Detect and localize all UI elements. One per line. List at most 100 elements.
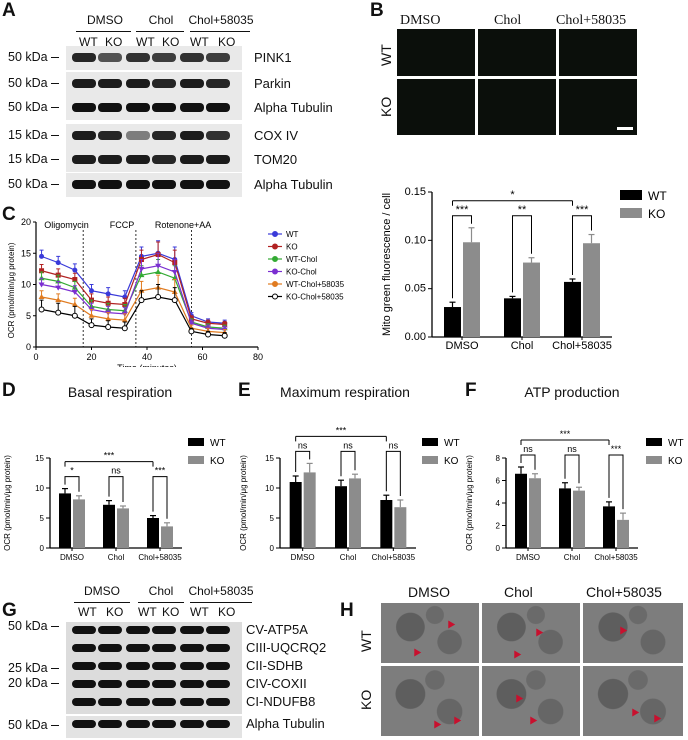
fluorescence-image-ko-dmso (396, 78, 476, 136)
annotation-oligomycin: Oligomycin (44, 220, 89, 230)
blot-band (126, 644, 150, 652)
protein-label: TOM20 (254, 152, 298, 167)
bar-wt-dmso (444, 307, 461, 337)
data-point (205, 320, 211, 326)
blot-band (98, 53, 122, 62)
legend-swatch (620, 190, 642, 200)
legend-label: WT (668, 438, 684, 449)
data-point (171, 297, 178, 304)
data-point (55, 309, 62, 316)
bar-wt-chol (103, 504, 115, 548)
chart-c: 0 5 10 15 20 0 20 40 60 80 Time (minutes) OCR (pmol… (7, 217, 345, 367)
significance-label: ns (567, 444, 577, 454)
data-point (155, 294, 162, 300)
scale-bar (617, 127, 633, 130)
chart-d: 0 5 10 15 OCR (pmol/min/μg protein) DMSO Chol C… (3, 438, 226, 562)
lane-group-chol58035: Chol+58035 (188, 584, 254, 598)
blot-band (206, 626, 230, 634)
blot-band (180, 720, 204, 728)
blot-band (98, 79, 122, 88)
legend-swatch (422, 456, 438, 464)
bar-ko-chol (573, 490, 585, 548)
blot-band (98, 626, 122, 634)
x-category-label: Chol (511, 340, 534, 352)
blot-band (126, 662, 150, 670)
lane-group-chol: Chol (148, 13, 174, 27)
blot-band (180, 103, 204, 112)
data-point (121, 325, 128, 332)
x-category-label: DMSO (291, 553, 315, 562)
lane-label: WT (136, 35, 155, 49)
protein-label: CIII-UQCRQ2 (246, 640, 327, 655)
legend-label: WT (286, 230, 299, 239)
em-image-ko-chol (481, 665, 581, 737)
bar-ko-dmso (303, 472, 316, 548)
legend-label: KO (648, 207, 665, 221)
data-point (155, 269, 162, 274)
legend-marker (272, 281, 278, 287)
legend-label: WT-Chol+58035 (286, 280, 345, 289)
y-tick-label: 0 (496, 544, 501, 553)
protein-label: Alpha Tubulin (254, 177, 333, 192)
blot-row-pink1 (66, 46, 242, 70)
data-point (39, 253, 45, 259)
y-tick-label: 0 (40, 544, 45, 553)
legend-label: KO (668, 456, 683, 467)
blot-band (72, 720, 96, 728)
significance-bracket (452, 215, 472, 299)
blot-band (72, 155, 96, 164)
data-point (105, 291, 111, 297)
blot-band (180, 79, 204, 88)
kda-marker: 50 kDa (8, 50, 59, 64)
significance-bracket (564, 454, 580, 484)
blot-band (126, 155, 150, 164)
row-label-ko: KO (378, 96, 394, 117)
legend-marker (272, 243, 278, 250)
protein-label: CII-SDHB (246, 658, 304, 673)
annotation-rotenone-aa: Rotenone+AA (155, 220, 211, 230)
blot-band (206, 79, 230, 88)
x-category-label: Chol (108, 553, 125, 562)
row-label-ko: KO (358, 689, 374, 710)
x-category-label: Chol+58035 (594, 553, 638, 562)
x-category-label: DMSO (60, 553, 84, 562)
blot-row-alpha-tubulin (66, 96, 242, 120)
row-label-wt: WT (378, 44, 394, 66)
lane-label: KO (105, 35, 123, 49)
fluorescence-image-ko-chol58035 (558, 78, 638, 136)
series-line-wt (41, 252, 225, 324)
data-point (71, 290, 78, 295)
significance-bracket (295, 450, 311, 472)
blot-band (180, 53, 204, 62)
bar-wt-dmso (289, 482, 302, 548)
significance-label: *** (611, 444, 622, 454)
blot-band (152, 79, 176, 88)
group-underline (190, 602, 252, 603)
blot-band (180, 680, 204, 688)
legend-label: KO (286, 243, 298, 252)
blot-band (180, 662, 204, 670)
y-tick-label: 4 (496, 499, 501, 508)
legend-marker (272, 256, 278, 262)
blot-band (152, 53, 176, 62)
bar-wt-chol58035 (147, 518, 159, 548)
fluorescence-image-ko-chol (477, 78, 557, 136)
x-tick-label: 60 (197, 352, 207, 362)
legend-marker (272, 231, 278, 237)
lane-label: KO (218, 35, 236, 49)
col-label-chol: Chol (494, 13, 522, 28)
kda-marker: 50 kDa (8, 76, 59, 90)
blot-band (206, 662, 230, 670)
blot-band (98, 644, 122, 652)
kda-marker: 50 kDa (8, 177, 59, 191)
series-line-ko-chol (41, 265, 225, 331)
group-underline (136, 31, 184, 32)
blot-band (180, 180, 204, 189)
data-point (39, 268, 45, 274)
significance-bracket (152, 476, 168, 519)
bar-ko-chol (117, 508, 129, 548)
blot-band (98, 698, 122, 706)
em-image-wt-dmso (380, 602, 480, 664)
kda-marker: 50 kDa (8, 718, 59, 732)
lane-group-dmso: DMSO (87, 13, 123, 27)
